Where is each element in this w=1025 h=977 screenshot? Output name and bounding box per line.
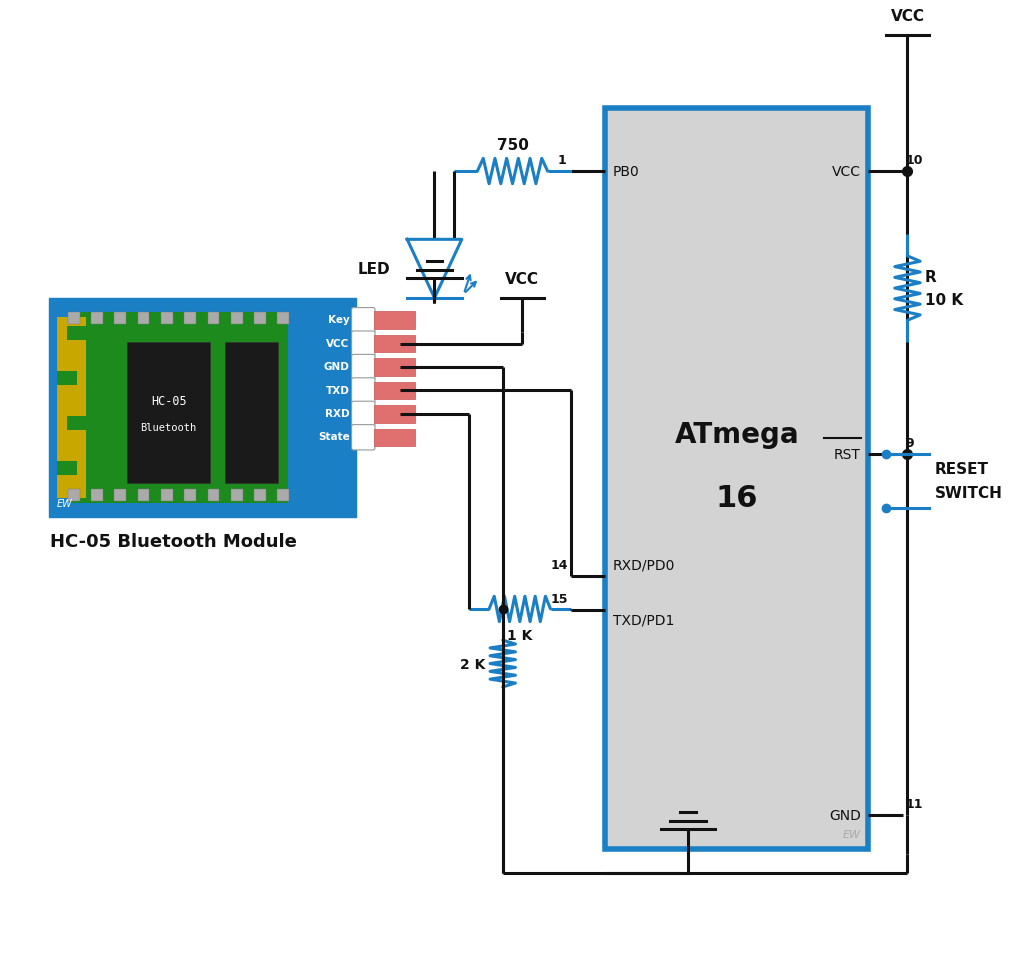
FancyBboxPatch shape: [352, 378, 375, 404]
FancyBboxPatch shape: [374, 313, 415, 329]
FancyBboxPatch shape: [67, 326, 86, 341]
Text: RXD/PD0: RXD/PD0: [613, 558, 675, 572]
FancyBboxPatch shape: [352, 355, 375, 380]
FancyBboxPatch shape: [67, 416, 86, 431]
FancyBboxPatch shape: [231, 314, 243, 324]
FancyBboxPatch shape: [49, 299, 357, 518]
Text: 11: 11: [905, 797, 924, 810]
Text: State: State: [318, 432, 350, 442]
Text: 2 K: 2 K: [460, 657, 485, 671]
FancyBboxPatch shape: [224, 342, 279, 484]
FancyBboxPatch shape: [184, 314, 196, 324]
FancyBboxPatch shape: [57, 318, 86, 498]
Text: ATmega: ATmega: [674, 421, 800, 448]
Text: Key: Key: [328, 315, 350, 325]
Text: EW: EW: [843, 829, 861, 839]
Text: HC-05: HC-05: [151, 395, 187, 407]
FancyBboxPatch shape: [57, 371, 77, 386]
Text: PB0: PB0: [613, 165, 640, 179]
FancyBboxPatch shape: [374, 359, 415, 376]
FancyBboxPatch shape: [352, 425, 375, 450]
FancyBboxPatch shape: [374, 335, 415, 353]
Text: 16: 16: [715, 484, 758, 513]
Text: RESET: RESET: [935, 462, 989, 477]
Text: GND: GND: [324, 361, 350, 371]
Text: EW: EW: [57, 498, 73, 508]
FancyBboxPatch shape: [68, 489, 80, 501]
Text: RXD: RXD: [325, 408, 350, 418]
FancyBboxPatch shape: [184, 489, 196, 501]
Text: LED: LED: [358, 262, 391, 276]
Text: VCC: VCC: [505, 272, 539, 287]
FancyBboxPatch shape: [115, 314, 126, 324]
Text: SWITCH: SWITCH: [935, 486, 1002, 500]
Text: GND: GND: [829, 808, 861, 822]
FancyBboxPatch shape: [352, 309, 375, 333]
FancyBboxPatch shape: [57, 462, 77, 476]
Text: Bluetooth: Bluetooth: [140, 423, 197, 433]
FancyBboxPatch shape: [115, 489, 126, 501]
Text: VCC: VCC: [831, 165, 861, 179]
FancyBboxPatch shape: [161, 489, 172, 501]
Text: 750: 750: [496, 138, 529, 152]
FancyBboxPatch shape: [161, 314, 172, 324]
Text: 9: 9: [905, 437, 914, 449]
Text: 10 K: 10 K: [925, 293, 964, 308]
FancyBboxPatch shape: [374, 405, 415, 423]
Text: 10: 10: [905, 154, 924, 167]
FancyBboxPatch shape: [91, 489, 102, 501]
Text: 15: 15: [550, 592, 568, 606]
Text: 1: 1: [558, 154, 566, 167]
Text: 1 K: 1 K: [507, 629, 533, 643]
FancyBboxPatch shape: [254, 489, 265, 501]
Text: VCC: VCC: [891, 9, 925, 23]
Text: R: R: [925, 270, 937, 284]
FancyBboxPatch shape: [278, 489, 289, 501]
FancyBboxPatch shape: [137, 489, 150, 501]
FancyBboxPatch shape: [605, 108, 868, 849]
Text: HC-05 Bluetooth Module: HC-05 Bluetooth Module: [50, 532, 297, 550]
Text: VCC: VCC: [326, 338, 350, 349]
FancyBboxPatch shape: [352, 331, 375, 357]
Text: TXD: TXD: [326, 385, 350, 395]
Text: 14: 14: [550, 558, 568, 572]
FancyBboxPatch shape: [69, 314, 288, 503]
FancyBboxPatch shape: [352, 402, 375, 427]
Text: RST: RST: [833, 447, 861, 461]
FancyBboxPatch shape: [91, 314, 102, 324]
FancyBboxPatch shape: [68, 314, 80, 324]
FancyBboxPatch shape: [374, 382, 415, 400]
FancyBboxPatch shape: [374, 429, 415, 446]
Text: TXD/PD1: TXD/PD1: [613, 613, 674, 627]
FancyBboxPatch shape: [208, 314, 219, 324]
FancyBboxPatch shape: [254, 314, 265, 324]
FancyBboxPatch shape: [231, 489, 243, 501]
FancyBboxPatch shape: [137, 314, 150, 324]
FancyBboxPatch shape: [127, 342, 210, 484]
FancyBboxPatch shape: [208, 489, 219, 501]
FancyBboxPatch shape: [278, 314, 289, 324]
